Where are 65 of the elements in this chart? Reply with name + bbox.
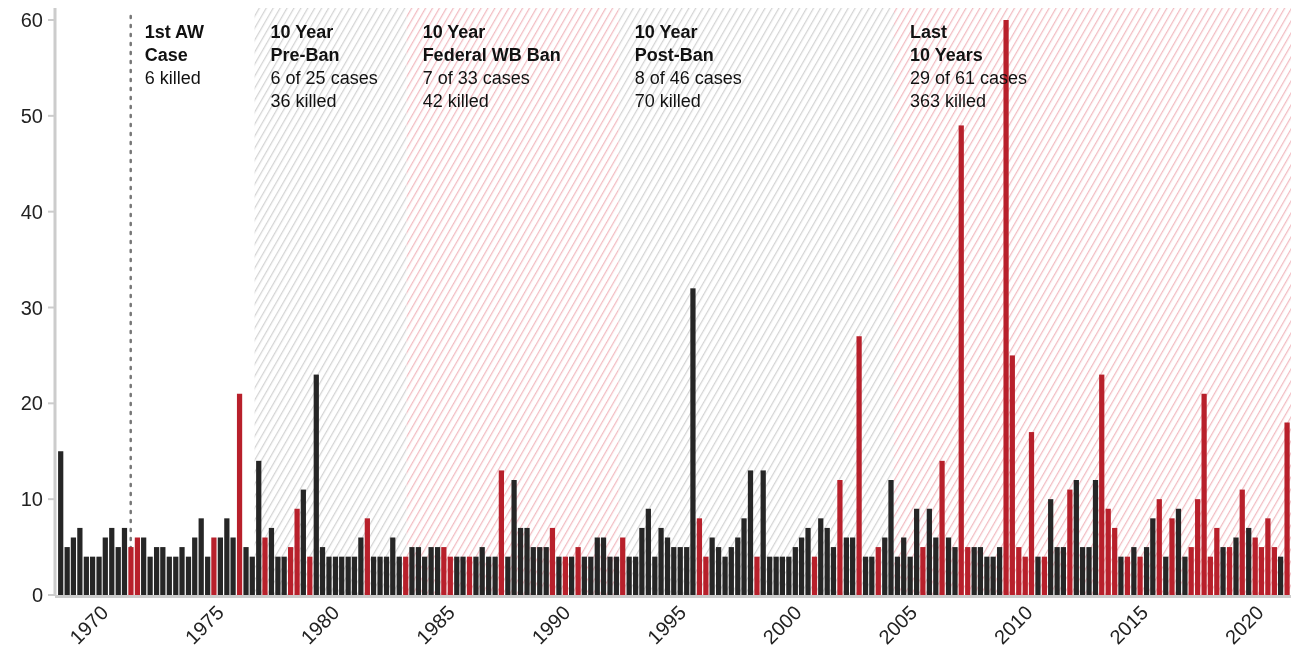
- bar: [492, 556, 498, 595]
- bar: [211, 537, 217, 595]
- bar: [441, 547, 447, 595]
- bar: [1239, 489, 1245, 595]
- bar: [543, 547, 549, 595]
- annotation: 7 of 33 cases 42 killed: [422, 67, 530, 111]
- bar: [811, 556, 818, 595]
- bar: [300, 489, 306, 595]
- bar: [754, 556, 760, 595]
- bar: [875, 547, 881, 595]
- bar: [1163, 556, 1169, 595]
- bar: [141, 537, 147, 595]
- bar: [498, 470, 504, 595]
- bar: [1233, 537, 1239, 595]
- bar: [1246, 527, 1252, 595]
- y-tick-label: 20: [20, 392, 43, 415]
- bar: [562, 556, 569, 595]
- bar: [818, 518, 824, 595]
- bar: [1156, 499, 1162, 595]
- y-tick-label: 60: [20, 9, 43, 31]
- bar: [1041, 556, 1048, 595]
- bar: [1220, 547, 1226, 595]
- bar: [569, 556, 575, 595]
- bar: [549, 527, 556, 595]
- bar: [466, 556, 473, 595]
- bar: [556, 556, 562, 595]
- bar: [1118, 556, 1124, 595]
- band-label: 10 Year Federal WB Ban: [422, 22, 561, 65]
- bar: [262, 537, 268, 595]
- bar: [1226, 547, 1233, 595]
- bar: [1035, 556, 1041, 595]
- bar: [939, 460, 945, 595]
- bar: [620, 537, 626, 595]
- band-label: Last 10 Years: [909, 22, 983, 65]
- y-tick-label: 30: [20, 296, 43, 319]
- bar: [1067, 489, 1073, 595]
- bar: [447, 556, 453, 595]
- bar: [1169, 518, 1175, 595]
- annotation: 8 of 46 cases 70 killed: [634, 67, 742, 111]
- bar: [856, 336, 862, 595]
- ref-line-label: 1st AW Case: [144, 22, 205, 65]
- bar: [58, 451, 64, 595]
- bar: [307, 556, 313, 595]
- annotation: 6 killed: [144, 67, 201, 88]
- bar: [236, 393, 243, 595]
- bar: [1137, 556, 1143, 595]
- bar: [403, 556, 409, 595]
- y-tick-label: 50: [20, 104, 43, 127]
- y-tick-label: 0: [31, 584, 43, 606]
- bar: [1277, 556, 1284, 595]
- bar: [1099, 374, 1105, 595]
- band-label: 10 Year Pre-Ban: [270, 22, 340, 65]
- bar: [837, 480, 843, 595]
- bar: [1131, 547, 1137, 595]
- y-tick-label: 40: [20, 200, 43, 223]
- y-tick-label: 10: [20, 488, 43, 511]
- bar: [920, 547, 926, 595]
- bar: [1284, 422, 1290, 595]
- bar: [1048, 499, 1054, 595]
- bar: [575, 547, 581, 595]
- band-label: 10 Year Post-Ban: [634, 22, 714, 65]
- bar: [364, 518, 370, 595]
- bar: [396, 556, 402, 595]
- annotation: 6 of 25 cases 36 killed: [270, 67, 378, 111]
- bar: [1124, 556, 1131, 595]
